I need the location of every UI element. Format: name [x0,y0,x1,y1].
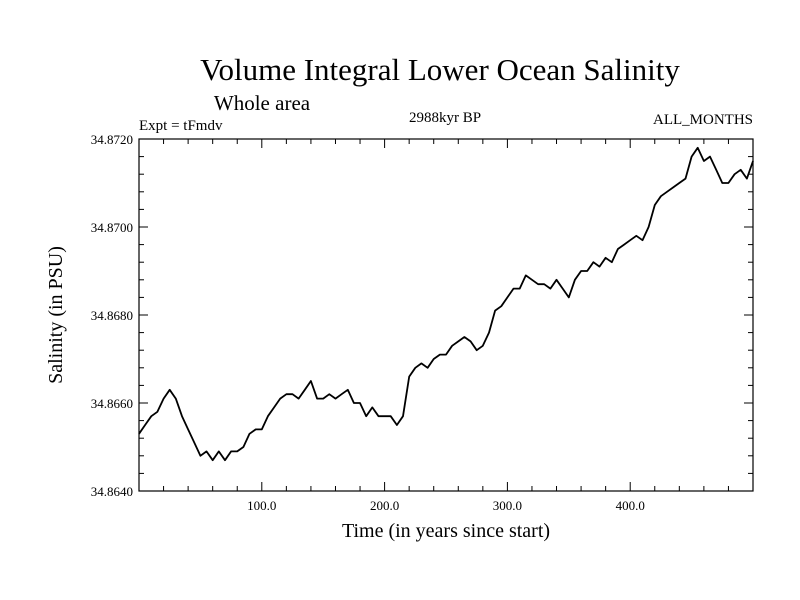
x-tick-label: 300.0 [493,498,522,513]
x-tick-label: 100.0 [247,498,276,513]
x-tick-label: 200.0 [370,498,399,513]
chart-subtitle: Whole area [214,91,311,115]
y-tick-label: 34.8700 [91,220,133,235]
y-tick-label: 34.8720 [91,132,133,147]
y-axis-label: Salinity (in PSU) [45,246,67,384]
x-tick-labels: 100.0 200.0 300.0 400.0 [247,498,645,513]
y-tick-labels: 34.8640 34.8660 34.8680 34.8700 34.8720 [91,132,133,499]
experiment-label: Expt = tFmdv [139,118,223,134]
y-tick-label: 34.8680 [91,308,133,323]
series-line-salinity [138,146,754,462]
period-label: 2988kyr BP [409,110,481,126]
y-tick-label: 34.8660 [91,396,133,411]
x-axis-label: Time (in years since start) [342,520,550,542]
x-tick-label: 400.0 [616,498,645,513]
chart-title: Volume Integral Lower Ocean Salinity [200,52,680,87]
months-label: ALL_MONTHS [653,112,753,128]
y-tick-label: 34.8640 [91,484,133,499]
axis-ticks [139,139,753,491]
